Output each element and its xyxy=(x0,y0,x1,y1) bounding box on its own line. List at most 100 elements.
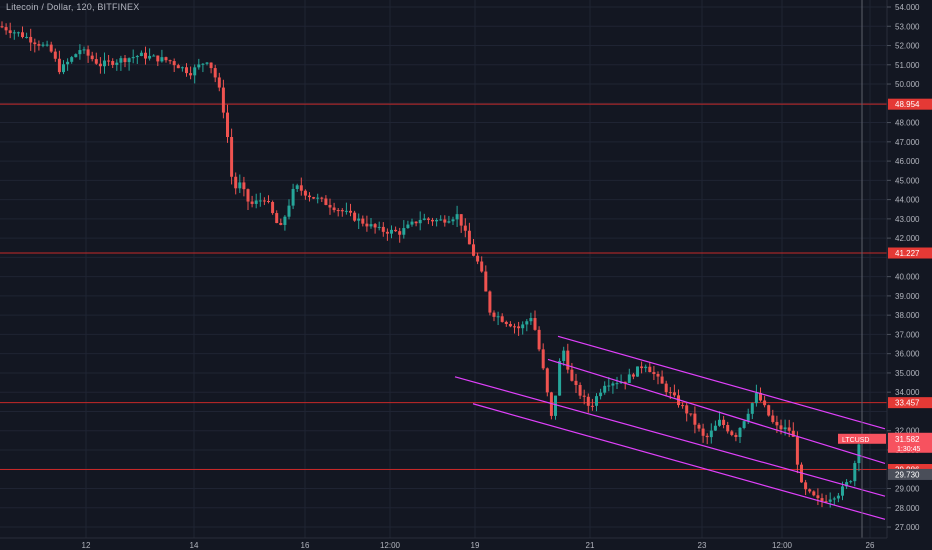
candle-body xyxy=(508,324,512,327)
level-label-bg xyxy=(888,397,932,409)
candle-body xyxy=(525,321,529,325)
candle-body xyxy=(812,491,816,496)
horizontal-levels xyxy=(0,103,887,471)
candle-body xyxy=(492,312,496,317)
candle-body xyxy=(197,64,201,68)
candle-body xyxy=(705,435,709,438)
candle-body xyxy=(148,55,152,59)
candle-body xyxy=(295,185,299,189)
time-axis[interactable] xyxy=(0,538,932,550)
candle-body xyxy=(16,32,20,34)
price-tick-label: 36.000 xyxy=(895,350,920,359)
candle-body xyxy=(205,62,209,64)
candle-body xyxy=(361,218,365,224)
channel-line xyxy=(557,335,886,430)
price-tick-label: 48.000 xyxy=(895,119,920,128)
candle-body xyxy=(558,361,562,396)
candle-body xyxy=(381,226,385,232)
candle-body xyxy=(648,366,652,373)
time-tick-label: 26 xyxy=(866,541,875,550)
candle-body xyxy=(57,58,61,73)
candle-body xyxy=(668,392,672,394)
price-tick-label: 51.000 xyxy=(895,61,920,70)
candle-body xyxy=(804,482,808,490)
candle-body xyxy=(521,324,525,329)
candle-body xyxy=(783,427,787,430)
candle-body xyxy=(115,62,119,65)
candle-body xyxy=(0,26,4,28)
candle-body xyxy=(250,201,254,204)
candle-body xyxy=(808,489,812,492)
bar-countdown: 1:30:45 xyxy=(897,446,920,453)
price-tick-label: 37.000 xyxy=(895,330,920,339)
candle-body xyxy=(750,403,754,414)
price-tick-label: 39.000 xyxy=(895,292,920,301)
candle-body xyxy=(410,221,414,225)
candle-body xyxy=(279,223,283,225)
candle-body xyxy=(759,392,762,401)
candle-body xyxy=(644,366,648,369)
candle-body xyxy=(623,381,627,383)
time-axis-ticks: 12 14 16 12:00 19 21 23 12:00 26 xyxy=(82,541,875,550)
candle-body xyxy=(431,219,434,222)
candle-body xyxy=(8,30,12,34)
candle-body xyxy=(685,405,689,414)
candle-body xyxy=(21,32,24,38)
candle-body xyxy=(488,291,492,313)
candle-body xyxy=(439,219,443,221)
time-tick-label: 23 xyxy=(698,541,707,550)
grid-lines xyxy=(0,0,887,538)
price-tick-label: 35.000 xyxy=(895,369,920,378)
candle-body xyxy=(480,261,484,272)
candle-body xyxy=(418,219,422,224)
candle-body xyxy=(627,374,631,383)
candle-body xyxy=(107,60,111,62)
time-tick-label: 12 xyxy=(82,541,91,550)
candle-body xyxy=(45,44,49,46)
candle-body xyxy=(164,57,168,61)
candle-body xyxy=(390,229,393,234)
candle-body xyxy=(451,219,455,222)
price-tick-label: 50.000 xyxy=(895,80,920,89)
candle-body xyxy=(385,231,389,234)
candle-body xyxy=(217,77,221,88)
candle-body xyxy=(209,62,213,69)
symbol-tag-bg xyxy=(838,433,886,444)
level-label: 41.227 xyxy=(895,249,920,258)
candle-body xyxy=(123,58,127,63)
candle-body xyxy=(398,231,402,235)
candle-body xyxy=(738,427,742,438)
candle-body xyxy=(185,67,188,74)
candle-body xyxy=(152,55,156,57)
candle-body xyxy=(435,219,439,222)
candle-body xyxy=(767,405,771,416)
candle-body xyxy=(414,221,418,224)
candle-body xyxy=(246,189,250,202)
candle-body xyxy=(672,392,676,396)
candle-body xyxy=(849,481,853,483)
current-price-label-bg xyxy=(888,432,932,453)
candle-body xyxy=(599,392,603,397)
candle-body xyxy=(344,210,348,212)
candle-body xyxy=(754,392,758,404)
candle-body xyxy=(742,421,746,428)
symbol-tag: LTCUSD xyxy=(842,437,869,444)
candle-body xyxy=(693,413,697,425)
candle-body xyxy=(287,205,291,217)
candle-body xyxy=(299,185,303,191)
candle-body xyxy=(615,383,619,385)
candle-body xyxy=(820,498,824,502)
candle-body xyxy=(156,55,160,62)
price-tick-label: 44.000 xyxy=(895,196,920,205)
candle-body xyxy=(82,49,86,51)
candle-body xyxy=(832,498,836,500)
level-label: 33.457 xyxy=(895,399,920,408)
candle-body xyxy=(377,226,381,228)
candle-body xyxy=(713,425,717,431)
candle-body xyxy=(836,495,840,499)
gray-price-label-bg xyxy=(888,468,932,480)
candle-body xyxy=(664,383,668,393)
channel-line xyxy=(454,376,886,497)
candle-body xyxy=(537,329,541,350)
